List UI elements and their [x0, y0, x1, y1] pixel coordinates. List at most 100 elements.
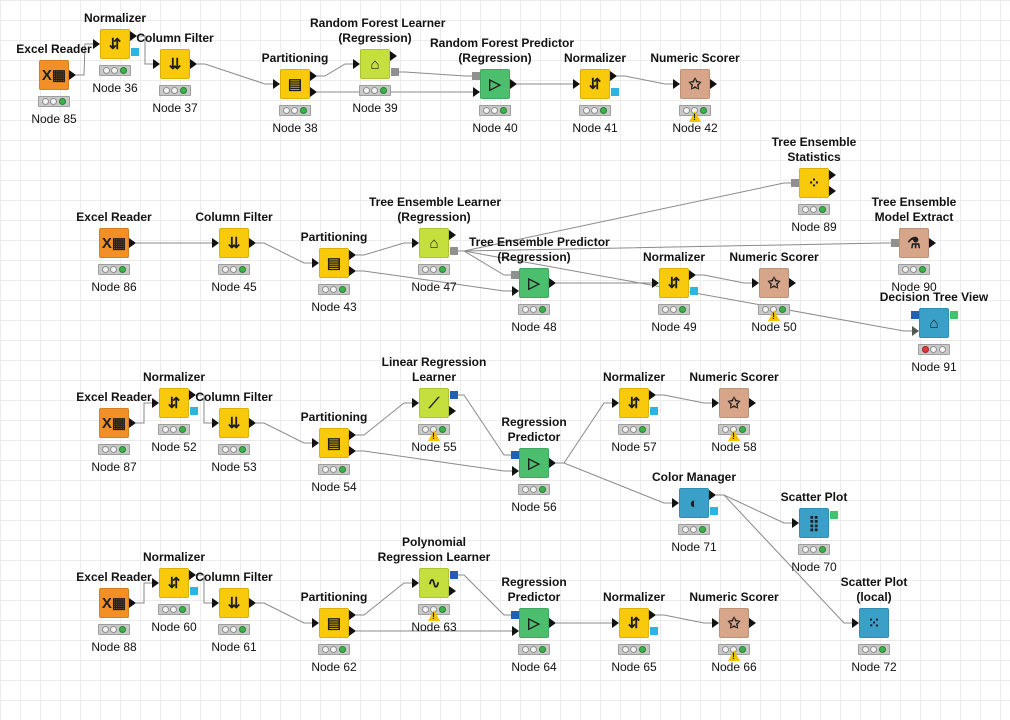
- tree-ensemble-learner-icon[interactable]: ⌂: [419, 228, 449, 258]
- input-port[interactable]: [673, 79, 680, 89]
- input-port[interactable]: [891, 239, 899, 247]
- output-port[interactable]: [129, 418, 136, 428]
- output-port[interactable]: [749, 398, 756, 408]
- random-forest-predictor-icon[interactable]: ▷: [480, 69, 510, 99]
- input-port[interactable]: [911, 311, 919, 319]
- input-port[interactable]: [752, 278, 759, 288]
- input-port[interactable]: [573, 79, 580, 89]
- polynomial-regression-learner-icon[interactable]: ∿: [419, 568, 449, 598]
- input-port[interactable]: [511, 611, 519, 619]
- input-port[interactable]: [353, 59, 360, 69]
- excel-reader-icon[interactable]: X▦: [39, 60, 69, 90]
- output-port[interactable]: [689, 270, 696, 280]
- input-port[interactable]: [512, 286, 519, 296]
- decision-tree-view-icon[interactable]: ⌂: [919, 308, 949, 338]
- connection-node-47-node-90[interactable]: [456, 242, 892, 252]
- input-port[interactable]: [512, 626, 519, 636]
- input-port[interactable]: [212, 238, 219, 248]
- warning-icon[interactable]: [768, 310, 780, 321]
- normalizer-icon[interactable]: ⇵: [159, 568, 189, 598]
- warning-icon[interactable]: [728, 650, 740, 661]
- output-port[interactable]: [349, 430, 356, 440]
- column-filter-icon[interactable]: ⇊: [219, 408, 249, 438]
- scatter-plot-icon[interactable]: ⣿: [799, 508, 829, 538]
- connection-node-56-node-71[interactable]: [556, 462, 672, 504]
- input-port[interactable]: [312, 258, 319, 268]
- output-port[interactable]: [190, 59, 197, 69]
- connection-node-38-node-39[interactable]: [317, 63, 353, 77]
- output-port[interactable]: [710, 507, 718, 515]
- output-port[interactable]: [391, 68, 399, 76]
- output-port[interactable]: [310, 87, 317, 97]
- input-port[interactable]: [152, 398, 159, 408]
- output-port[interactable]: [129, 598, 136, 608]
- warning-icon[interactable]: [428, 430, 440, 441]
- output-port[interactable]: [649, 610, 656, 620]
- output-port[interactable]: [190, 587, 198, 595]
- output-port[interactable]: [349, 266, 356, 276]
- output-port[interactable]: [450, 391, 458, 399]
- connection-node-41-node-42[interactable]: [617, 75, 673, 85]
- connection-node-54-node-56[interactable]: [356, 450, 512, 472]
- connection-node-37-node-38[interactable]: [197, 63, 273, 85]
- numeric-scorer-icon[interactable]: ✩: [719, 608, 749, 638]
- output-port[interactable]: [131, 48, 139, 56]
- output-port[interactable]: [650, 407, 658, 415]
- output-port[interactable]: [510, 79, 517, 89]
- scatter-plot-local-icon[interactable]: ⁙: [859, 608, 889, 638]
- column-filter-icon[interactable]: ⇊: [219, 588, 249, 618]
- output-port[interactable]: [349, 626, 356, 636]
- output-port[interactable]: [710, 79, 717, 89]
- input-port[interactable]: [511, 451, 519, 459]
- input-port[interactable]: [712, 618, 719, 628]
- connection-node-62-node-63[interactable]: [356, 582, 412, 616]
- output-port[interactable]: [549, 278, 556, 288]
- output-port[interactable]: [310, 71, 317, 81]
- output-port[interactable]: [449, 230, 456, 240]
- partitioning-icon[interactable]: ▤: [319, 608, 349, 638]
- numeric-scorer-icon[interactable]: ✩: [680, 69, 710, 99]
- output-port[interactable]: [929, 238, 936, 248]
- output-port[interactable]: [549, 618, 556, 628]
- column-filter-icon[interactable]: ⇊: [219, 228, 249, 258]
- model-extract-icon[interactable]: ⚗: [899, 228, 929, 258]
- input-port[interactable]: [712, 398, 719, 408]
- partitioning-icon[interactable]: ▤: [319, 428, 349, 458]
- excel-reader-icon[interactable]: X▦: [99, 228, 129, 258]
- partitioning-icon[interactable]: ▤: [280, 69, 310, 99]
- input-port[interactable]: [512, 466, 519, 476]
- connection-node-60-node-61[interactable]: [196, 574, 212, 604]
- output-port[interactable]: [349, 610, 356, 620]
- input-port[interactable]: [612, 618, 619, 628]
- output-port[interactable]: [829, 170, 836, 180]
- warning-icon[interactable]: [728, 430, 740, 441]
- tree-ensemble-statistics-icon[interactable]: ⁘: [799, 168, 829, 198]
- normalizer-icon[interactable]: ⇵: [659, 268, 689, 298]
- output-port[interactable]: [950, 311, 958, 319]
- regression-predictor-icon[interactable]: ▷: [519, 608, 549, 638]
- input-port[interactable]: [852, 618, 859, 628]
- random-forest-learner-icon[interactable]: ⌂: [360, 49, 390, 79]
- color-manager-icon[interactable]: ◐: [679, 488, 709, 518]
- output-port[interactable]: [249, 598, 256, 608]
- output-port[interactable]: [789, 278, 796, 288]
- input-port[interactable]: [652, 278, 659, 288]
- connection-node-63-node-64[interactable]: [456, 574, 512, 616]
- input-port[interactable]: [153, 59, 160, 69]
- output-port[interactable]: [449, 406, 456, 416]
- connection-node-45-node-43[interactable]: [256, 242, 312, 264]
- partitioning-icon[interactable]: ▤: [319, 248, 349, 278]
- output-port[interactable]: [649, 390, 656, 400]
- normalizer-icon[interactable]: ⇵: [159, 388, 189, 418]
- connection-node-54-node-55[interactable]: [356, 402, 412, 436]
- input-port[interactable]: [672, 498, 679, 508]
- regression-predictor-icon[interactable]: ▷: [519, 448, 549, 478]
- connection-node-43-node-47[interactable]: [356, 242, 412, 256]
- connection-node-61-node-62[interactable]: [256, 602, 312, 624]
- input-port[interactable]: [212, 598, 219, 608]
- connection-node-47-node-89[interactable]: [456, 182, 792, 252]
- output-port[interactable]: [829, 186, 836, 196]
- normalizer-icon[interactable]: ⇵: [580, 69, 610, 99]
- output-port[interactable]: [190, 407, 198, 415]
- linear-regression-learner-icon[interactable]: ⟋: [419, 388, 449, 418]
